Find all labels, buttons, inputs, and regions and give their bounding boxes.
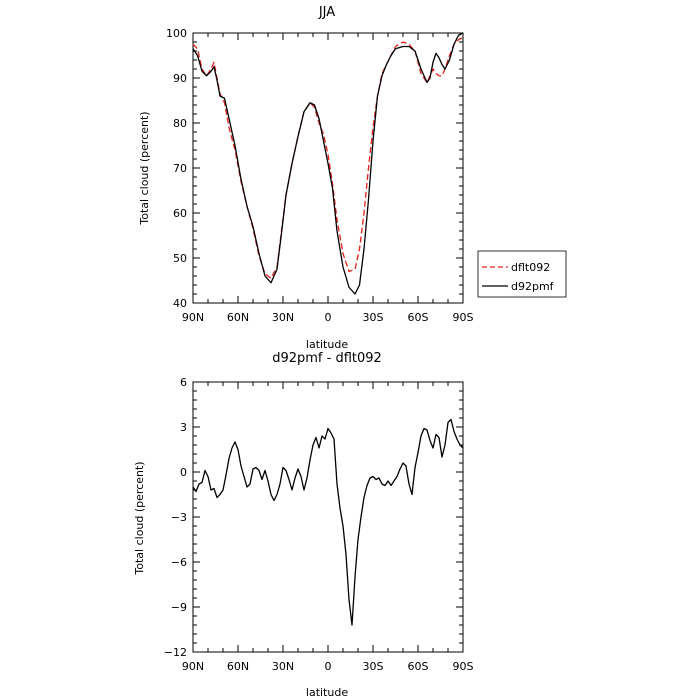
bottom-x-tick-label: 30N [272, 660, 294, 673]
top-x-tick-label: 0 [325, 311, 332, 324]
bottom-x-tick-label: 90S [453, 660, 474, 673]
bottom-x-tick-label: 0 [325, 660, 332, 673]
top-x-tick-label: 30N [272, 311, 294, 324]
bottom-x-tick-label: 30S [363, 660, 384, 673]
top-y-tick-label: 60 [173, 207, 187, 220]
bottom-y-tick-label: −6 [171, 556, 187, 569]
top-series-line-dflt092 [192, 36, 464, 279]
bottom-x-axis-label: latitude [306, 686, 348, 699]
top-chart-panel: JJA 90N 60N 30N 0 30S 60S 90S 40 50 60 70 80 90 100 l… [138, 5, 567, 351]
top-chart-title: JJA [318, 5, 335, 20]
top-x-tick-label: 60N [227, 311, 249, 324]
top-x-tick-label: 90N [182, 311, 204, 324]
top-y-tick-label: 90 [173, 72, 187, 85]
top-y-axis-label: Total cloud (percent) [138, 111, 151, 225]
top-y-tick-label: 70 [173, 162, 187, 175]
bottom-y-tick-label: −3 [171, 511, 187, 524]
bottom-chart-title: d92pmf - dflt092 [272, 351, 382, 366]
top-y-tick-label: 100 [166, 27, 187, 40]
bottom-series-line-difference [192, 418, 464, 626]
top-series-line-d92pmf [192, 32, 464, 295]
legend-box [477, 250, 567, 298]
legend: dflt092 d92pmf [477, 250, 567, 298]
bottom-x-tick-label: 60S [408, 660, 429, 673]
bottom-y-tick-label: 6 [180, 376, 187, 389]
top-x-tick-label: 60S [408, 311, 429, 324]
legend-label-d92pmf: d92pmf [511, 280, 555, 293]
bottom-x-tick-label: 90N [182, 660, 204, 673]
bottom-y-tick-label: 0 [180, 466, 187, 479]
legend-label-dflt092: dflt092 [511, 261, 550, 274]
bottom-x-tick-label: 60N [227, 660, 249, 673]
bottom-y-tick-label: −12 [164, 646, 187, 659]
top-x-axis-label: latitude [306, 338, 348, 351]
bottom-chart-panel: d92pmf - dflt092 90N 60N 30N 0 30S 60S 90S −12 −… [133, 351, 474, 699]
top-y-tick-label: 80 [173, 117, 187, 130]
top-y-tick-label: 50 [173, 252, 187, 265]
top-y-tick-label: 40 [173, 297, 187, 310]
top-x-tick-label: 30S [363, 311, 384, 324]
bottom-y-tick-label: 3 [180, 421, 187, 434]
bottom-y-axis-label: Total cloud (percent) [133, 461, 146, 575]
bottom-plot-area: 90N 60N 30N 0 30S 60S 90S −12 −9 −6 −3 0 3 6 [164, 376, 474, 673]
top-x-tick-label: 90S [453, 311, 474, 324]
bottom-y-tick-label: −9 [171, 601, 187, 614]
top-plot-area: 90N 60N 30N 0 30S 60S 90S 40 50 60 70 80 90 100 [166, 27, 474, 324]
